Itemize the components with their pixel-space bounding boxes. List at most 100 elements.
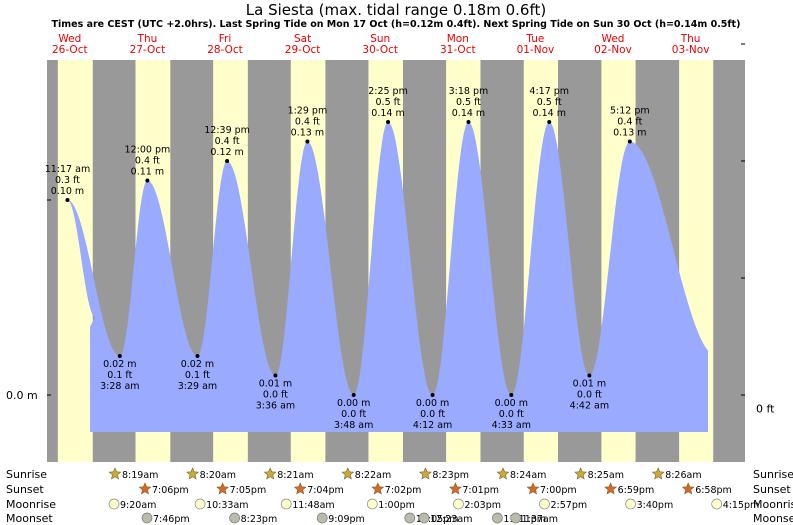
row-label-right: Moonrise bbox=[753, 498, 793, 511]
day-date: 26-Oct bbox=[52, 44, 88, 56]
row-label-left: Sunset bbox=[6, 483, 44, 496]
moonset-time: 12:23am bbox=[430, 514, 472, 525]
tide-point bbox=[351, 393, 356, 397]
tide-point bbox=[305, 139, 310, 144]
moonrise-icon bbox=[280, 498, 292, 510]
sunrise-icon bbox=[341, 467, 355, 480]
tide-height-ft: 0.0 ft bbox=[577, 390, 602, 401]
tide-time: 4:12 am bbox=[413, 420, 452, 431]
sunrise-time: 8:24am bbox=[510, 470, 546, 481]
tide-height-m: 0.14 m bbox=[533, 108, 566, 119]
sunset-time: 7:02pm bbox=[385, 485, 422, 496]
axes: 0.0 m 0 ft bbox=[6, 43, 775, 416]
sunset-icon bbox=[216, 482, 230, 495]
day-headers: Wed26-OctThu27-OctFri28-OctSat29-OctSun3… bbox=[52, 33, 709, 56]
tide-height-m: 0.12 m bbox=[210, 147, 243, 158]
tide-area bbox=[67, 122, 708, 432]
tide-time: 3:28 am bbox=[100, 381, 139, 392]
row-label-right: Sunset bbox=[753, 483, 791, 496]
tide-height-ft: 0.5 ft bbox=[537, 97, 562, 108]
sunset-icon bbox=[681, 482, 695, 495]
tide-height-ft: 0.0 ft bbox=[263, 390, 288, 401]
tide-time: 4:42 am bbox=[570, 401, 609, 412]
tide-height-m: 0.13 m bbox=[291, 128, 324, 139]
high-tide-label: 3:18 pm0.5 ft0.14 m bbox=[449, 86, 488, 124]
tide-height-m: 0.01 m bbox=[259, 379, 292, 390]
tide-height-ft: 0.0 ft bbox=[420, 409, 445, 420]
chart-title: La Siesta (max. tidal range 0.18m 0.6ft) bbox=[246, 1, 546, 19]
tide-time: 1:29 pm bbox=[288, 106, 328, 117]
moonrise-time: 9:20am bbox=[120, 500, 156, 511]
sunset-time: 7:01pm bbox=[462, 485, 499, 496]
sunrise-icon bbox=[418, 467, 432, 480]
row-label-right: Moonset bbox=[753, 512, 793, 525]
day-name: Wed bbox=[602, 33, 625, 45]
sunset-time: 7:06pm bbox=[152, 485, 189, 496]
tide-height-m: 0.00 m bbox=[416, 398, 449, 409]
tide-time: 12:39 pm bbox=[204, 125, 250, 136]
low-tide-label: 0.00 m0.0 ft3:48 am bbox=[334, 393, 373, 431]
moonset-icon bbox=[418, 512, 430, 524]
moonrise-time: 1:00pm bbox=[378, 500, 415, 511]
high-tide-label: 2:25 pm0.5 ft0.14 m bbox=[368, 86, 408, 124]
sunrise-icon bbox=[186, 467, 200, 480]
tide-time: 4:33 am bbox=[492, 420, 531, 431]
tide-height-ft: 0.0 ft bbox=[341, 409, 366, 420]
low-tide-label: 0.01 m0.0 ft4:42 am bbox=[570, 373, 609, 412]
chart-subtitle: Times are CEST (UTC +2.0hrs). Last Sprin… bbox=[52, 19, 741, 30]
tide-point bbox=[466, 120, 471, 124]
tide-height-ft: 0.4 ft bbox=[617, 117, 642, 128]
sunset-icon bbox=[448, 482, 462, 495]
tide-height-ft: 0.1 ft bbox=[185, 370, 210, 381]
moonrise-icon bbox=[539, 498, 550, 510]
low-tide-label: 0.02 m0.1 ft3:28 am bbox=[100, 354, 140, 392]
sunrise-time: 8:20am bbox=[200, 470, 236, 481]
tide-time: 11:17 am bbox=[45, 164, 90, 175]
sunset-time: 7:00pm bbox=[540, 485, 577, 496]
tide-point bbox=[117, 354, 122, 358]
tide-height-ft: 0.0 ft bbox=[499, 409, 524, 420]
low-tide-label: 0.01 m0.0 ft3:36 am bbox=[256, 373, 295, 412]
tide-point bbox=[145, 178, 150, 183]
sunrise-icon bbox=[574, 467, 588, 480]
sunrise-icon bbox=[263, 467, 277, 480]
tide-time: 5:12 pm bbox=[610, 106, 650, 117]
sunrise-icon bbox=[108, 467, 122, 480]
left-axis-label: 0.0 m bbox=[6, 389, 38, 402]
moonset-icon bbox=[316, 512, 328, 524]
tide-point bbox=[509, 393, 514, 397]
low-tide-label: 0.00 m0.0 ft4:12 am bbox=[413, 393, 452, 431]
tide-point bbox=[195, 354, 200, 358]
tide-height-m: 0.01 m bbox=[573, 379, 606, 390]
sunrise-time: 8:23pm bbox=[432, 470, 469, 481]
moonrise-icon bbox=[194, 498, 206, 510]
row-label-left: Moonrise bbox=[6, 498, 56, 511]
tide-height-m: 0.14 m bbox=[452, 108, 485, 119]
high-tide-label: 1:29 pm0.4 ft0.13 m bbox=[288, 106, 328, 144]
low-tide-label: 0.00 m0.0 ft4:33 am bbox=[492, 393, 531, 431]
tide-height-m: 0.11 m bbox=[131, 167, 164, 178]
row-label-left: Moonset bbox=[6, 512, 53, 525]
moonrise-time: 10:33am bbox=[206, 500, 248, 511]
low-tide-label: 0.02 m0.1 ft3:29 am bbox=[178, 354, 217, 392]
day-date: 31-Oct bbox=[440, 44, 476, 56]
tide-point bbox=[587, 373, 592, 378]
tide-height-m: 0.00 m bbox=[337, 398, 370, 409]
sunset-icon bbox=[371, 482, 385, 495]
day-name: Thu bbox=[680, 33, 701, 45]
tide-labels: 11:17 am0.3 ft0.10 m0.02 m0.1 ft3:28 am1… bbox=[45, 86, 650, 431]
day-name: Thu bbox=[137, 33, 158, 45]
tide-time: 2:25 pm bbox=[368, 86, 408, 97]
day-date: 01-Nov bbox=[517, 44, 555, 56]
sunset-icon bbox=[526, 482, 540, 495]
tide-height-m: 0.02 m bbox=[103, 359, 136, 370]
tide-point bbox=[430, 393, 435, 397]
sunset-icon bbox=[604, 482, 618, 495]
moonset-time: 7:46pm bbox=[153, 514, 190, 525]
tide-height-m: 0.02 m bbox=[181, 359, 214, 370]
moonrise-time: 3:40pm bbox=[637, 500, 674, 511]
tide-height-ft: 0.3 ft bbox=[55, 175, 80, 186]
moonset-icon bbox=[141, 512, 153, 524]
day-name: Fri bbox=[219, 33, 232, 45]
moonrise-icon bbox=[711, 498, 723, 510]
